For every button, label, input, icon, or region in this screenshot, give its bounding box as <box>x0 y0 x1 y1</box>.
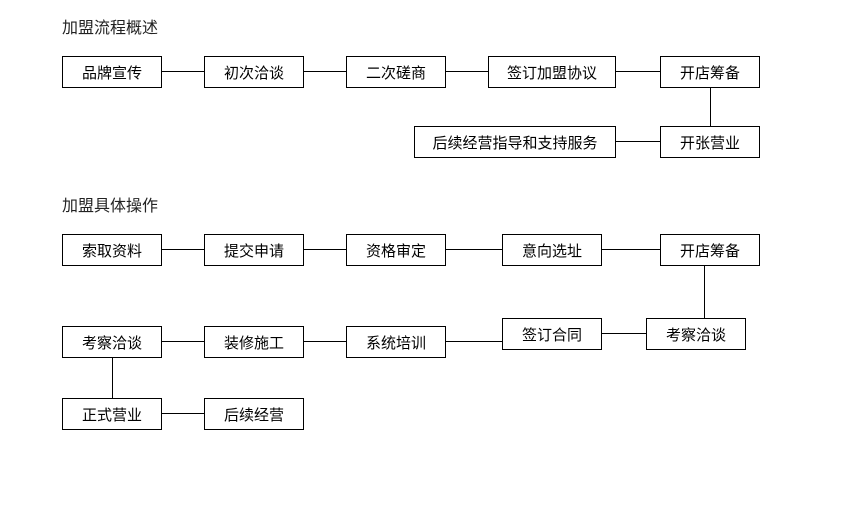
section1-title: 加盟流程概述 <box>62 14 158 38</box>
flow2-node-ongoing-operation: 后续经营 <box>204 398 304 430</box>
section2-title: 加盟具体操作 <box>62 192 158 216</box>
flow1-node-second-negotiation: 二次磋商 <box>346 56 446 88</box>
flow2-edge-2-3 <box>304 249 346 250</box>
flow2-edge-11-12 <box>162 413 204 414</box>
flow2-node-official-opening: 正式营业 <box>62 398 162 430</box>
flow2-node-store-prep: 开店筹备 <box>660 234 760 266</box>
flow1-node-store-preparation: 开店筹备 <box>660 56 760 88</box>
flow2-edge-7-6 <box>162 341 204 342</box>
flow1-node-sign-agreement: 签订加盟协议 <box>488 56 616 88</box>
flow1-node-grand-opening: 开张营业 <box>660 126 760 158</box>
flow2-node-renovation: 装修施工 <box>204 326 304 358</box>
flow2-node-system-training: 系统培训 <box>346 326 446 358</box>
flow2-node-submit-application: 提交申请 <box>204 234 304 266</box>
flow2-node-request-materials: 索取资料 <box>62 234 162 266</box>
flow2-edge-4-5 <box>602 249 660 250</box>
flow1-edge-2-3 <box>304 71 346 72</box>
flow2-edge-1-2 <box>162 249 204 250</box>
flow2-edge-8-7 <box>304 341 346 342</box>
flow1-edge-1-2 <box>162 71 204 72</box>
flow2-edge-6-11 <box>112 358 113 398</box>
flow2-edge-5-10 <box>704 266 705 318</box>
flow2-edge-3-4 <box>446 249 502 250</box>
flow2-node-site-selection: 意向选址 <box>502 234 602 266</box>
flow1-edge-4-5 <box>616 71 660 72</box>
flow1-node-initial-negotiation: 初次洽谈 <box>204 56 304 88</box>
flow1-node-ongoing-support: 后续经营指导和支持服务 <box>414 126 616 158</box>
flow2-node-sign-contract: 签订合同 <box>502 318 602 350</box>
flow1-edge-7-6 <box>616 141 660 142</box>
flow2-node-qualification-review: 资格审定 <box>346 234 446 266</box>
flow1-node-brand-promotion: 品牌宣传 <box>62 56 162 88</box>
flow2-node-inspection-negotiation-a: 考察洽谈 <box>62 326 162 358</box>
flow1-edge-5-7 <box>710 88 711 126</box>
flow2-edge-10-9 <box>602 333 646 334</box>
flow1-edge-3-4 <box>446 71 488 72</box>
flow2-node-inspection-negotiation-b: 考察洽谈 <box>646 318 746 350</box>
flow2-edge-9-8 <box>446 341 502 342</box>
